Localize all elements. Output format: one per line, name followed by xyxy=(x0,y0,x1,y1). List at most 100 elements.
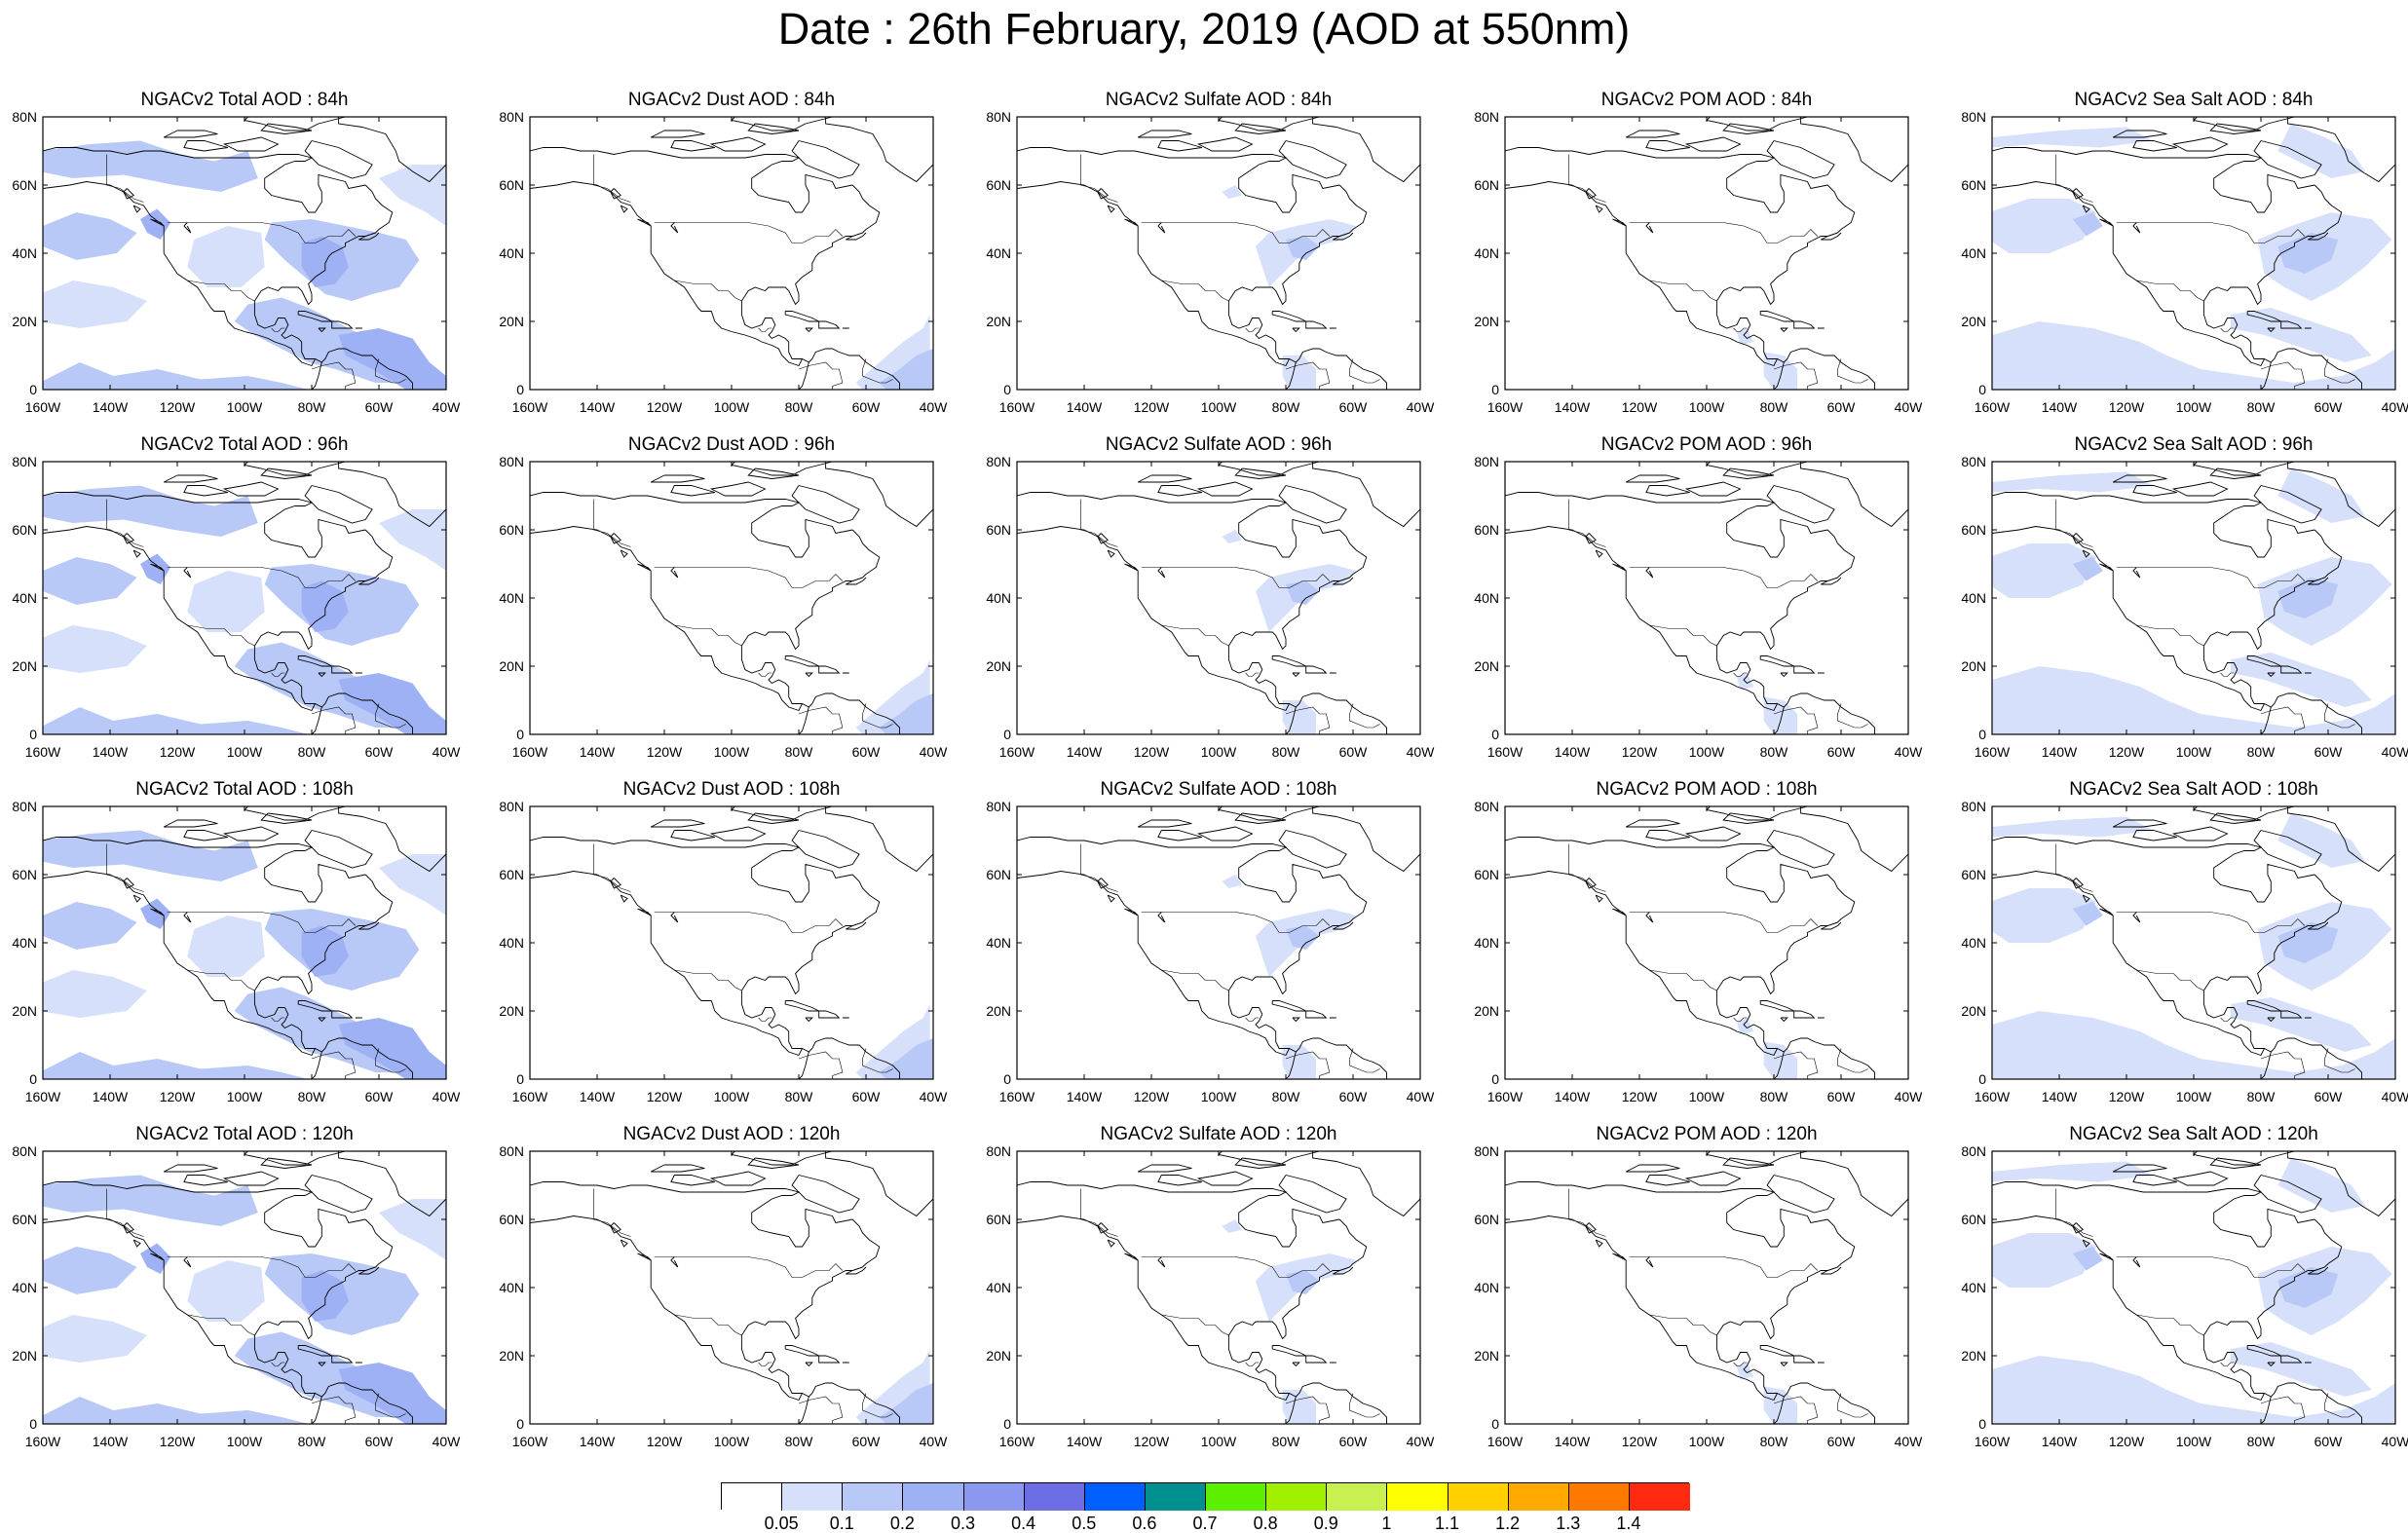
coastline xyxy=(43,1205,44,1223)
country-border xyxy=(1649,280,1717,302)
coastline xyxy=(1292,672,1300,678)
coastline xyxy=(2193,462,2297,476)
coastline xyxy=(1017,181,1297,390)
coastline xyxy=(709,826,767,841)
coastline xyxy=(1766,140,1835,179)
lon-tick-label: 40W xyxy=(1894,744,1923,760)
coastline xyxy=(43,526,322,734)
lon-tick-label: 140W xyxy=(92,1434,129,1449)
colorbar-swatch xyxy=(1387,1483,1449,1511)
lon-tick-label: 60W xyxy=(364,1089,394,1104)
coastline xyxy=(304,485,373,524)
coastline xyxy=(2253,140,2322,179)
country-border xyxy=(674,624,742,647)
coastline xyxy=(1505,492,1828,558)
lon-tick-label: 140W xyxy=(1066,1089,1103,1104)
coastline xyxy=(530,492,853,558)
country-border xyxy=(654,222,844,243)
aod-plume-region xyxy=(43,902,137,950)
country-border xyxy=(1161,969,1229,991)
coastline xyxy=(1157,140,1202,152)
coastline xyxy=(784,311,819,322)
lat-tick-label: 60N xyxy=(986,867,1011,882)
coastline xyxy=(808,692,900,734)
coastline xyxy=(1271,311,1306,322)
lon-tick-label: 60W xyxy=(364,744,394,760)
lat-tick-label: 20N xyxy=(986,1003,1011,1019)
coastline xyxy=(2267,672,2276,678)
coastline xyxy=(1124,908,1139,916)
coastline xyxy=(281,1352,316,1394)
coastline xyxy=(1645,1175,1690,1186)
lat-tick-label: 20N xyxy=(986,314,1011,329)
coastline xyxy=(530,170,531,189)
coastline xyxy=(2202,874,2343,1019)
lat-tick-label: 0 xyxy=(1491,1071,1499,1087)
aod-plume-region xyxy=(301,1270,349,1322)
aod-plume-region xyxy=(2277,124,2365,178)
coastline xyxy=(2171,1171,2229,1186)
aod-plume-region xyxy=(1222,530,1243,543)
coastline xyxy=(1017,492,1340,558)
coastline xyxy=(43,871,322,1079)
coastline xyxy=(808,1382,900,1424)
lon-tick-label: 160W xyxy=(998,1434,1035,1449)
country-border xyxy=(758,1362,772,1366)
aod-plume-region xyxy=(1992,1011,2395,1079)
coastline xyxy=(1800,117,1908,183)
lat-tick-label: 0 xyxy=(1003,1416,1011,1432)
aod-map-panel xyxy=(1504,461,1909,735)
coastline xyxy=(610,188,621,200)
coastline xyxy=(123,533,134,544)
coastline xyxy=(1715,529,1856,674)
coastline xyxy=(1505,1215,1785,1424)
lat-tick-label: 40N xyxy=(986,1280,1011,1295)
coastline xyxy=(818,1355,841,1364)
lat-tick-label: 40N xyxy=(1961,1280,1986,1295)
coastline xyxy=(784,1345,819,1357)
lon-tick-label: 160W xyxy=(1974,1089,2011,1104)
aod-plume-region xyxy=(1992,1356,2395,1424)
coastline xyxy=(1783,348,1875,390)
coastline xyxy=(768,1007,803,1049)
lon-tick-label: 140W xyxy=(92,744,129,760)
aod-map-panel xyxy=(529,461,934,735)
country-border xyxy=(2055,1188,2093,1237)
coastline xyxy=(318,1362,326,1367)
country-border xyxy=(187,280,255,302)
coastline xyxy=(1271,1345,1306,1357)
lat-tick-label: 0 xyxy=(1491,382,1499,397)
lon-tick-label: 40W xyxy=(919,1089,948,1104)
lon-tick-label: 40W xyxy=(2381,744,2408,760)
coastline xyxy=(650,1164,705,1173)
lat-tick-label: 40N xyxy=(986,245,1011,261)
lon-tick-label: 160W xyxy=(1486,744,1524,760)
coastline xyxy=(43,860,44,879)
coastline xyxy=(358,921,380,930)
country-border xyxy=(1733,672,1748,677)
lat-tick-label: 60N xyxy=(1961,867,1986,882)
lat-tick-label: 80N xyxy=(499,109,524,125)
lat-tick-label: 80N xyxy=(1474,109,1499,125)
country-border xyxy=(758,1017,772,1022)
coastline xyxy=(2253,830,2322,869)
lon-tick-label: 160W xyxy=(511,1434,548,1449)
aod-plume-region xyxy=(43,625,147,673)
lon-tick-label: 100W xyxy=(226,399,263,415)
coastline xyxy=(1278,1175,1347,1214)
coastline xyxy=(1368,806,1420,807)
coastline xyxy=(747,467,800,479)
lon-tick-label: 60W xyxy=(2314,744,2343,760)
aod-plume-region xyxy=(338,1018,446,1079)
coastline xyxy=(2270,348,2362,390)
aod-map-panel xyxy=(42,1150,447,1425)
country-border xyxy=(311,361,357,390)
colorbar-swatch xyxy=(1084,1483,1146,1511)
coastline xyxy=(805,1362,813,1367)
coastline xyxy=(731,806,835,821)
lon-tick-label: 60W xyxy=(1338,1089,1368,1104)
aod-map-panel xyxy=(1504,805,1909,1080)
coastline xyxy=(709,1171,767,1186)
lat-tick-label: 40N xyxy=(986,935,1011,951)
coastline xyxy=(1196,481,1254,497)
